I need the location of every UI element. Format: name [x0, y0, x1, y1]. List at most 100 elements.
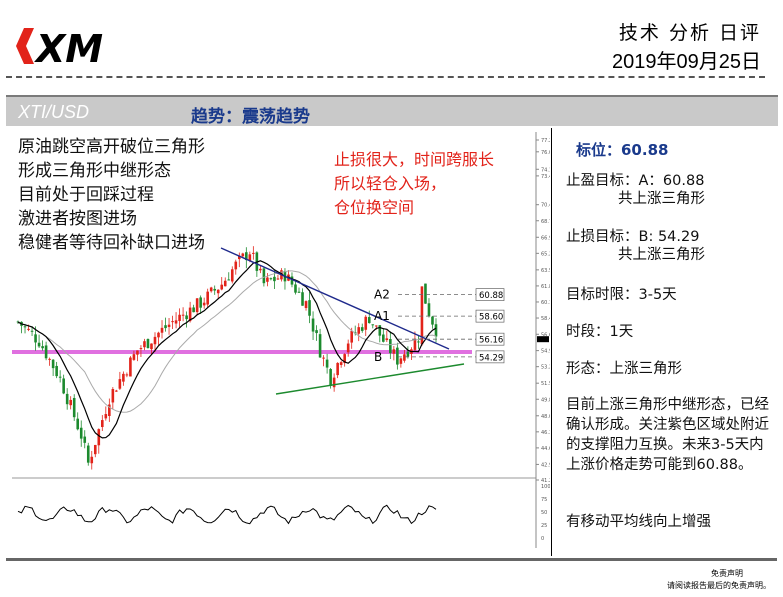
candle-body: [41, 346, 44, 349]
price-tick-label: 54.95: [541, 349, 550, 355]
candle-body: [153, 336, 157, 345]
candle-body: [164, 325, 167, 329]
level-price-label: 58.60: [479, 313, 503, 323]
note-line: 形成三角形中继形态: [18, 161, 171, 181]
symbol-label: XTI/USD: [18, 102, 90, 122]
candle-body: [392, 349, 396, 354]
candle-body: [220, 284, 224, 290]
moving-average-fast: [17, 260, 437, 439]
resistance-trendline: [220, 247, 450, 350]
osc-tick-label: 50: [541, 510, 547, 516]
candle-body: [266, 277, 269, 282]
xm-logo: XM: [16, 27, 103, 70]
candle-body: [129, 357, 132, 377]
candle-body: [192, 307, 195, 313]
candle-body: [311, 318, 315, 332]
candle-body: [34, 334, 37, 343]
candle-body: [252, 252, 255, 254]
disclaimer-text: 请阅读报告最后的免责声明。: [667, 581, 771, 590]
candle-body: [122, 373, 125, 382]
candle-body: [115, 390, 118, 392]
current-price-tag: [537, 336, 549, 343]
disclaimer-title: 免责声明: [711, 569, 743, 578]
candle-body: [248, 254, 252, 261]
candle-body: [185, 315, 188, 320]
candle-body: [216, 289, 220, 294]
price-tick-label: 70.40: [541, 203, 550, 209]
price-tick-label: 73.45: [541, 174, 550, 180]
candle-body: [262, 268, 266, 284]
candle-body: [315, 330, 318, 334]
candle-body: [241, 253, 245, 257]
trend-label: 趋势：震荡趋势: [191, 107, 310, 127]
stop-loss: 止损目标：B: 54.29: [566, 229, 700, 245]
candle-body: [143, 341, 146, 348]
candle-body: [294, 284, 297, 293]
candle-body: [174, 320, 178, 324]
level-price-label: 56.16: [479, 336, 503, 346]
candle-body: [403, 354, 406, 361]
candle-body: [308, 300, 311, 316]
candle-body: [346, 343, 350, 353]
candle-body: [357, 327, 361, 334]
risk-note-line: 止损很大，时间跨服长: [334, 150, 495, 169]
candle-body: [245, 252, 248, 261]
candle-body: [318, 334, 322, 358]
oscillator-line: [17, 504, 437, 525]
candle-body: [108, 404, 111, 417]
candle-body: [339, 362, 343, 365]
osc-tick-label: 0: [541, 536, 544, 542]
note-line: 原油跳空高开破位三角形: [18, 137, 205, 157]
risk-note: 止损很大，时间跨服长 所以轻仓入场， 仓位换空间: [334, 148, 494, 220]
level-price-box: [475, 350, 505, 364]
candle-body: [322, 357, 325, 359]
footer-divider: [6, 558, 777, 561]
candle-body: [332, 377, 336, 388]
price-tick-label: 74.15: [541, 167, 550, 173]
price-tick-label: 63.50: [541, 268, 550, 274]
support-trendline: [275, 363, 465, 395]
oscillator-axis: 100 75 50 25 0: [541, 484, 550, 542]
price-axis: 77.25 76.00 74.1573.45 70.40 68.70 66.95 65.25…: [536, 138, 550, 484]
price-tick-label: 56.68: [541, 332, 550, 338]
candle-body: [157, 332, 160, 338]
candle-body: [209, 287, 213, 292]
price-tick-label: 76.00: [541, 150, 550, 156]
candle-body: [304, 301, 308, 309]
price-tick-label: 48.05: [541, 414, 550, 420]
candle-body: [406, 351, 410, 357]
osc-tick-label: 75: [541, 497, 547, 503]
level-id-label: A1: [374, 309, 390, 323]
logo-text: XM: [34, 27, 103, 70]
target-price: 标位：60.88: [576, 141, 669, 159]
candle-body: [360, 327, 364, 331]
candle-body: [237, 255, 241, 260]
moving-average-note: 有移动平均线向上增强: [566, 514, 711, 530]
panel-divider: [551, 128, 552, 556]
take-profit-pattern: 共上涨三角形: [618, 191, 705, 207]
take-profit: 止盈目标：A：60.88: [566, 173, 705, 189]
candle-body: [273, 276, 276, 282]
candle-body: [420, 286, 424, 345]
candle-body: [223, 280, 227, 287]
candle-body: [111, 389, 115, 403]
candle-body: [371, 324, 375, 326]
candle-body: [199, 297, 202, 308]
price-tick-label: 77.25: [541, 138, 550, 144]
candle-body: [427, 303, 431, 317]
candle-body: [382, 334, 385, 342]
candle-body: [58, 376, 62, 378]
candle-body: [171, 321, 174, 323]
candle-body: [276, 278, 280, 280]
candle-body: [79, 427, 83, 439]
level-price-label: 54.29: [479, 353, 503, 363]
candle-body: [136, 350, 139, 355]
candle-body: [167, 324, 171, 327]
candle-body: [104, 414, 108, 419]
candle-body: [125, 374, 129, 376]
report-date: 2019年09月25日: [612, 51, 761, 73]
support-resistance-zone: [12, 350, 472, 354]
candle-body: [434, 324, 438, 337]
price-tick-label: 66.95: [541, 235, 550, 241]
time-target: 目标时限：3-5天: [566, 287, 677, 303]
